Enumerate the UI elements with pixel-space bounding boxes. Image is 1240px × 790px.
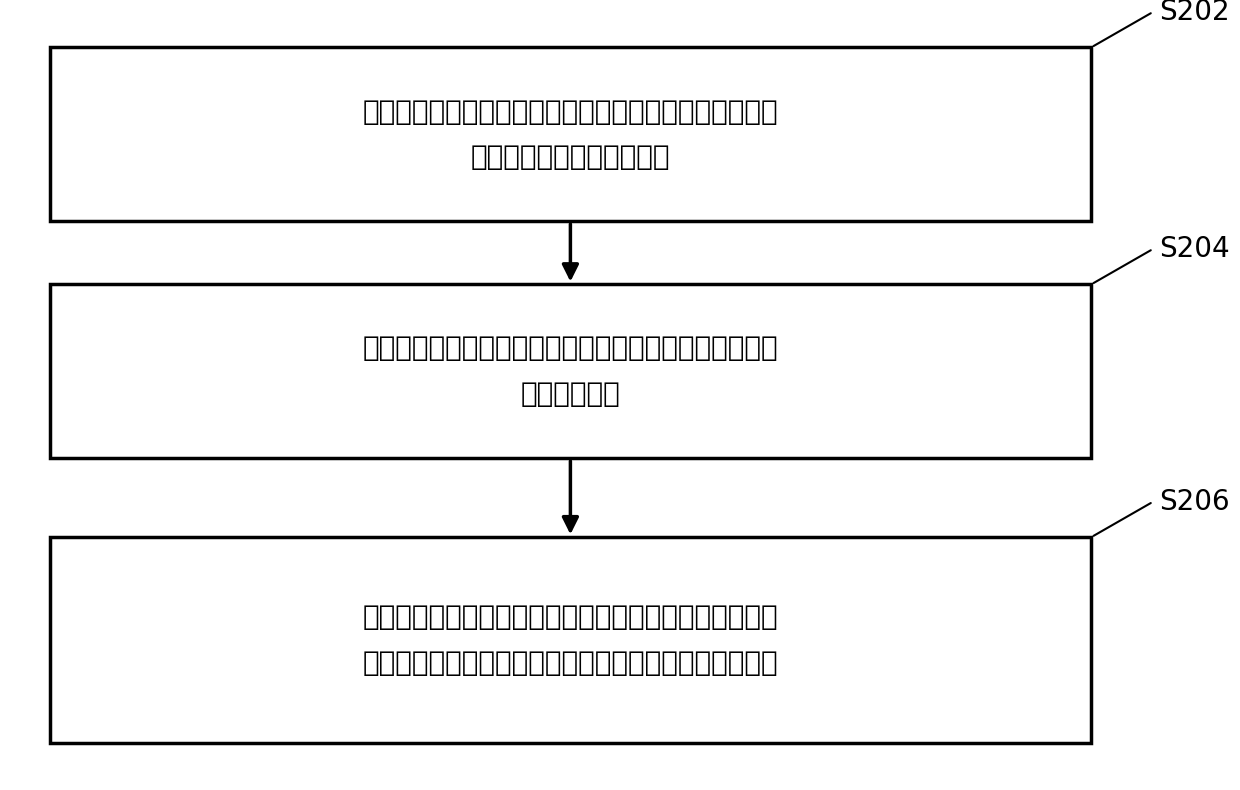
Bar: [50, 537, 1091, 743]
Text: 对单脉冲发射信号在每个接收窗口的回波信号进行归一化
处理，得到经过均衡处理后的单脉冲发射信号的回波信号: 对单脉冲发射信号在每个接收窗口的回波信号进行归一化 处理，得到经过均衡处理后的单…: [362, 603, 779, 677]
Text: 由每组每个接收窗口的回波信号表达式联立为矩阵表达式
，获得回波信号表达式矩阵: 由每组每个接收窗口的回波信号表达式联立为矩阵表达式 ，获得回波信号表达式矩阵: [362, 97, 779, 171]
Bar: [50, 284, 1091, 458]
Bar: [50, 47, 1091, 221]
Text: S202: S202: [1159, 0, 1230, 26]
Text: S206: S206: [1159, 487, 1230, 516]
Text: S204: S204: [1159, 235, 1230, 263]
Text: 求解回波表达式矩阵，得到单脉冲发射信号在每个接收窗
口的回波信号: 求解回波表达式矩阵，得到单脉冲发射信号在每个接收窗 口的回波信号: [362, 334, 779, 408]
